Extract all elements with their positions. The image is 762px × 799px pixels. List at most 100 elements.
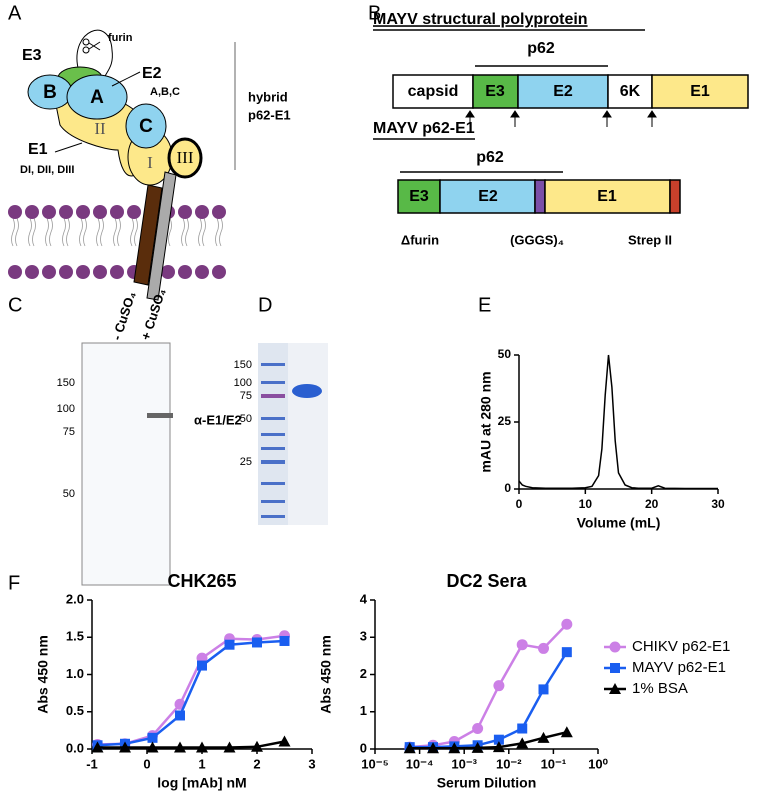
leader (54, 142, 83, 153)
segment-label: capsid (408, 83, 459, 100)
lane-label: - CuSO₄ (109, 290, 139, 342)
membrane (8, 205, 226, 279)
x-tick-label: 10⁻² (496, 756, 522, 771)
point (472, 723, 484, 735)
point (223, 741, 236, 753)
y-tick-label: 0.5 (66, 703, 84, 718)
segment (472, 74, 519, 109)
lipid-head (178, 265, 192, 279)
x-axis-label: log [mAb] nM (157, 775, 246, 791)
y-tick-label: 25 (498, 414, 512, 428)
x-axis-label: Volume (mL) (577, 515, 661, 531)
marker: 50 (63, 488, 75, 500)
lipid-head (25, 205, 39, 219)
y-tick-label: 1 (360, 703, 367, 718)
point (561, 618, 573, 630)
point (146, 741, 159, 753)
marker: 25 (240, 456, 252, 468)
lipid-head (42, 265, 56, 279)
point (427, 742, 440, 754)
lipid-head (161, 265, 175, 279)
ladder-bands (261, 363, 285, 518)
lipid-head (25, 265, 39, 279)
x-axis-label: Serum Dilution (437, 775, 537, 791)
chart-title: DC2 Sera (446, 571, 527, 591)
lipid-head (212, 265, 226, 279)
point (560, 726, 573, 738)
point (279, 635, 290, 646)
point (278, 735, 291, 747)
note: Strep II (628, 232, 672, 247)
label: DI, DII, DIII (20, 164, 74, 176)
note: Δfurin (401, 232, 439, 247)
x-tick-label: 1 (198, 756, 205, 771)
legend-label: CHIKV p62-E1 (632, 638, 730, 655)
marker: 50 (240, 413, 252, 425)
segment-label: E2 (478, 188, 498, 205)
lipid-head (8, 265, 22, 279)
x-tick-label: 10⁻³ (451, 756, 477, 771)
legend-label: 1% BSA (632, 680, 688, 697)
segment (397, 179, 441, 214)
note: (GGGS)₄ (510, 232, 564, 247)
point (448, 742, 461, 754)
point (197, 660, 207, 671)
point (538, 684, 549, 695)
gel-lane (288, 343, 328, 525)
x-tick-label: 10 (579, 497, 593, 511)
lipid-tail (79, 217, 87, 247)
lipid-head (110, 265, 124, 279)
segment-label: E3 (485, 83, 505, 100)
point (196, 741, 208, 753)
band (292, 384, 322, 398)
point (224, 639, 235, 650)
title: MAYV structural polyprotein (373, 11, 588, 28)
e2-tm (133, 184, 163, 286)
x-tick-label: 20 (645, 497, 659, 511)
title: MAYV p62-E1 (373, 120, 475, 137)
linker (534, 179, 546, 214)
series-line (97, 740, 285, 749)
label: A (90, 87, 104, 108)
segment-label: E3 (409, 188, 429, 205)
label: III (177, 148, 194, 167)
lipid-head (195, 205, 209, 219)
label: I (147, 153, 153, 172)
x-tick-label: 10⁰ (588, 756, 608, 771)
y-tick-label: 0 (504, 481, 511, 495)
series-line (97, 639, 285, 747)
y-tick-label: 1.5 (66, 629, 84, 644)
x-tick-label: 3 (308, 756, 315, 771)
label: A,B,C (150, 86, 180, 98)
lipid-tail (62, 217, 70, 247)
y-axis-label: mAU at 280 nm (478, 371, 494, 472)
lipid-head (93, 265, 107, 279)
blot (81, 342, 171, 586)
label: E3 (22, 47, 42, 64)
lipid-tail (96, 217, 104, 247)
y-tick-label: 2.0 (66, 591, 84, 606)
point (609, 683, 621, 694)
x-tick-label: 10⁻⁵ (361, 756, 388, 771)
point (119, 741, 131, 753)
point (493, 734, 504, 745)
segment-label: E2 (553, 83, 573, 100)
y-tick-label: 0.0 (66, 740, 84, 755)
lipid-head (76, 265, 90, 279)
panel-label: A (8, 2, 22, 24)
furin-loop (76, 29, 113, 79)
e1-diii (167, 137, 203, 179)
scissors (82, 38, 101, 54)
lipid-tail (11, 217, 19, 247)
lipid-head (59, 265, 73, 279)
panel-label: D (258, 294, 272, 316)
lipid-tail (28, 217, 36, 247)
point (516, 737, 529, 749)
label: E2 (142, 65, 162, 82)
strep-tag (669, 179, 681, 214)
label: E1 (28, 141, 48, 158)
segment (651, 74, 749, 109)
lipid-head (127, 205, 141, 219)
segment-label: E1 (690, 83, 710, 100)
